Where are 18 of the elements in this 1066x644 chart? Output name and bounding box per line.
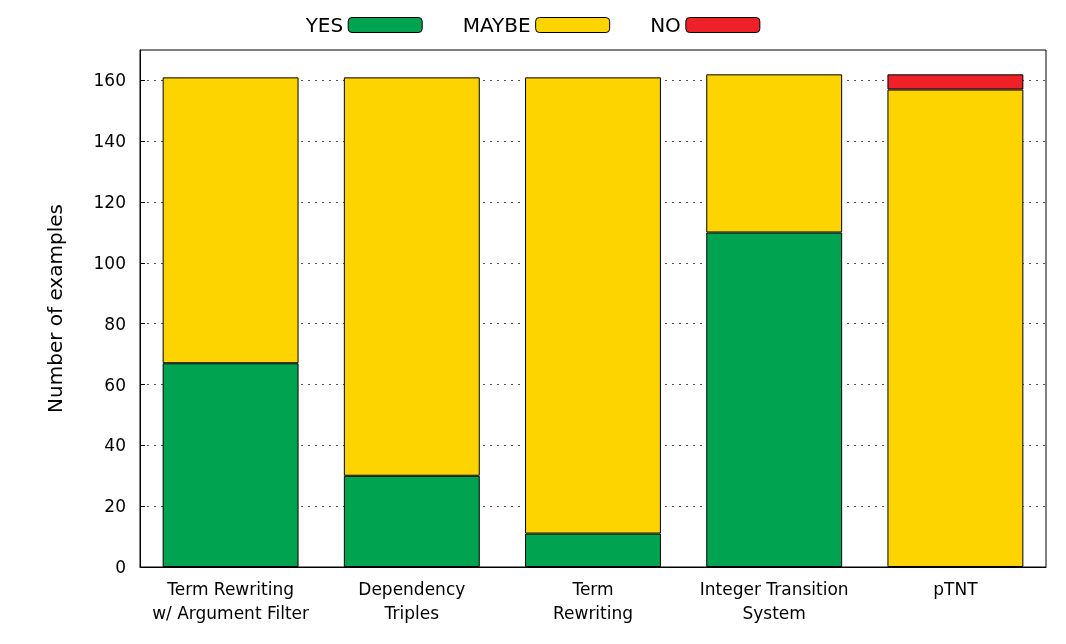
legend-label: NO — [650, 13, 681, 37]
y-tick-label: 160 — [93, 70, 126, 91]
y-tick-label: 20 — [104, 496, 126, 517]
y-tick-label: 100 — [93, 252, 126, 273]
x-tick-label: pTNT — [933, 579, 979, 599]
legend-label: MAYBE — [462, 13, 531, 37]
y-tick-label: 60 — [104, 374, 126, 395]
y-tick-label: 40 — [104, 435, 126, 456]
y-tick-label: 80 — [104, 313, 126, 334]
y-tick-label: 120 — [93, 192, 126, 213]
x-tick-label: Term Rewriting — [552, 579, 634, 623]
x-tick-label: Term Rewriting w/ Argument Filter — [152, 579, 310, 623]
x-tick-label: Dependency Triples — [358, 579, 466, 623]
x-tick-label: Integer Transition System — [699, 579, 849, 623]
y-axis-title: Number of examples — [43, 204, 67, 413]
y-tick-label: 140 — [93, 131, 126, 152]
legend-label: YES — [304, 13, 344, 37]
y-tick-label: 0 — [115, 557, 126, 577]
